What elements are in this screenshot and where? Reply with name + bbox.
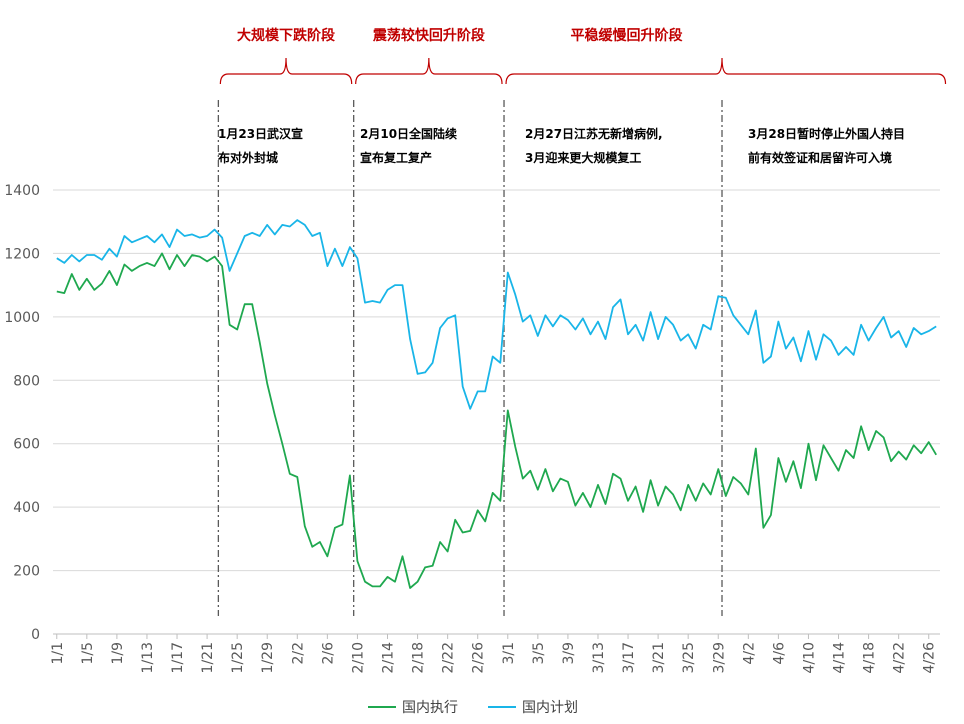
phase-brackets: 大规模下跌阶段 震荡较快回升阶段 平稳缓慢回升阶段 bbox=[219, 27, 947, 85]
annotation-text: 3月迎来更大规模复工 bbox=[525, 150, 641, 165]
x-tick-label: 4/2 bbox=[741, 642, 757, 665]
annotation-text: 前有效签证和居留许可入境 bbox=[748, 150, 892, 165]
x-tick-label: 1/17 bbox=[170, 642, 186, 673]
x-tick-label: 3/17 bbox=[621, 642, 637, 673]
x-tick-label: 4/6 bbox=[771, 642, 787, 665]
x-tick-label: 1/1 bbox=[50, 642, 66, 665]
y-tick-label: 800 bbox=[13, 373, 40, 389]
x-tick-label: 2/2 bbox=[290, 642, 306, 665]
x-tick-label: 3/5 bbox=[531, 642, 547, 665]
x-tick-label: 1/21 bbox=[200, 642, 216, 673]
annotation-text: 2月27日江苏无新增病例, bbox=[525, 126, 663, 141]
x-tick-label: 3/29 bbox=[711, 642, 727, 673]
x-tick-label: 3/13 bbox=[591, 642, 607, 673]
x-tick-label: 2/18 bbox=[411, 642, 427, 673]
gridlines bbox=[53, 189, 940, 572]
y-tick-label: 1200 bbox=[4, 246, 40, 262]
x-axis: 1/1 1/5 1/9 1/13 1/17 1/21 1/25 1/29 2/2 2/6 2/10 2… bbox=[50, 633, 940, 674]
phase-label: 大规模下跌阶段 bbox=[237, 27, 335, 44]
x-tick-label: 2/10 bbox=[350, 642, 366, 673]
y-tick-label: 1400 bbox=[4, 183, 40, 199]
x-tick-label: 4/26 bbox=[922, 642, 938, 674]
annotation-text: 布对外封城 bbox=[218, 150, 278, 165]
phase-divider-lines bbox=[217, 100, 723, 616]
y-tick-label: 200 bbox=[13, 564, 40, 580]
y-tick-label: 0 bbox=[31, 627, 40, 643]
phase-bracket bbox=[219, 57, 353, 85]
phase-bracket bbox=[505, 57, 947, 85]
phase-label: 平稳缓慢回升阶段 bbox=[571, 27, 683, 44]
phase-label: 震荡较快回升阶段 bbox=[372, 27, 485, 44]
legend: 国内执行 国内计划 bbox=[368, 700, 578, 716]
x-tick-label: 4/14 bbox=[832, 642, 848, 674]
x-tick-label: 4/10 bbox=[801, 642, 817, 673]
series-lines bbox=[56, 219, 937, 589]
annotation-text: 2月10日全国陆续 bbox=[360, 126, 457, 141]
x-tick-label: 3/21 bbox=[651, 642, 667, 673]
phase-bracket bbox=[355, 57, 503, 85]
x-tick-label: 1/13 bbox=[140, 642, 156, 673]
legend-label: 国内执行 bbox=[402, 700, 458, 716]
x-tick-label: 1/29 bbox=[260, 642, 276, 673]
x-tick-label: 2/14 bbox=[381, 642, 397, 674]
y-tick-label: 600 bbox=[13, 437, 40, 453]
x-tick-label: 4/22 bbox=[892, 642, 908, 673]
x-tick-label: 1/25 bbox=[230, 642, 246, 673]
x-tick-label: 4/18 bbox=[862, 642, 878, 673]
x-tick-label: 3/9 bbox=[561, 642, 577, 665]
series-line-plan bbox=[56, 219, 937, 410]
series-line-execution bbox=[56, 252, 937, 589]
x-tick-label: 1/9 bbox=[110, 642, 126, 665]
y-tick-label: 1000 bbox=[4, 310, 40, 326]
legend-label: 国内计划 bbox=[522, 700, 578, 716]
x-tick-label: 3/1 bbox=[501, 642, 517, 665]
x-tick-label: 2/26 bbox=[471, 642, 487, 674]
x-tick-label: 3/25 bbox=[681, 642, 697, 673]
x-tick-label: 2/6 bbox=[320, 642, 336, 665]
x-tick-label: 1/5 bbox=[80, 642, 96, 665]
annotation-text: 宣布复工复产 bbox=[360, 150, 432, 165]
annotation-text: 1月23日武汉宣 bbox=[218, 126, 303, 141]
y-axis-tick-labels: 0 200 400 600 800 1000 1200 1400 bbox=[4, 183, 40, 643]
y-tick-label: 400 bbox=[13, 500, 40, 516]
x-tick-label: 2/22 bbox=[441, 642, 457, 673]
annotation-text: 3月28日暂时停止外国人持目 bbox=[748, 126, 905, 141]
